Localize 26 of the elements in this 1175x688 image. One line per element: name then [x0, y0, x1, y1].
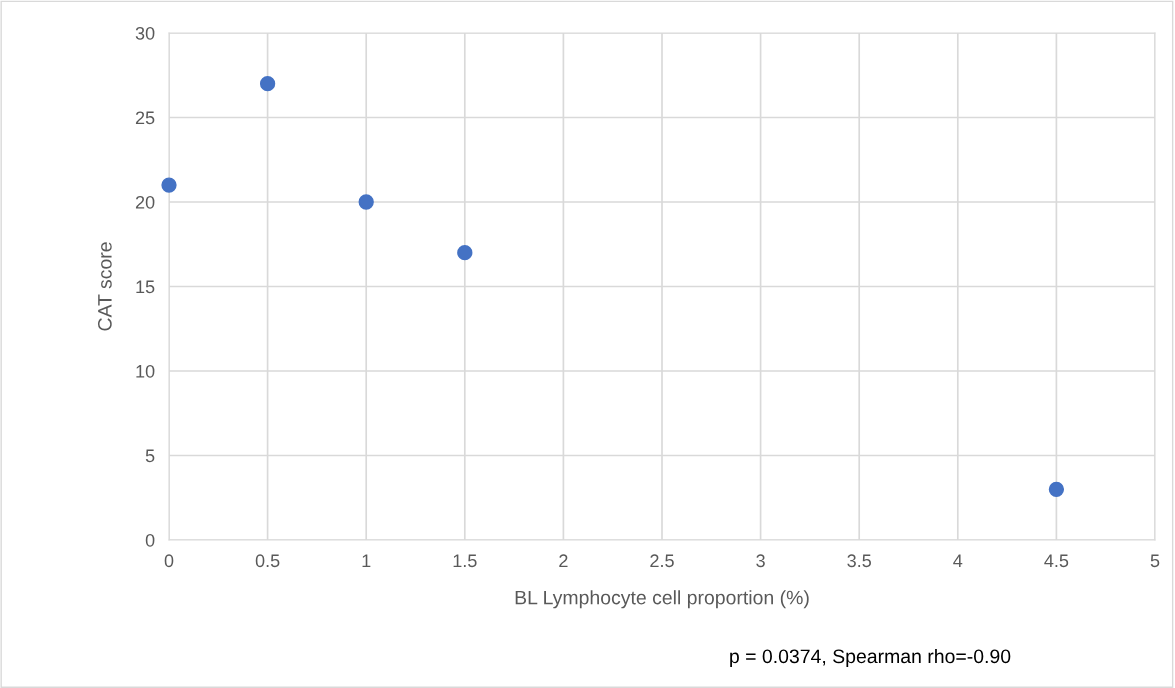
x-axis-title: BL Lymphocyte cell proportion (%) — [515, 590, 809, 609]
y-tick-label: 25 — [135, 111, 155, 125]
x-tick-label: 2.5 — [650, 554, 674, 568]
x-tick-label: 4.5 — [1044, 554, 1069, 568]
y-tick-label: 20 — [135, 195, 155, 209]
x-tick-label: 0.5 — [255, 554, 280, 568]
x-tick-label: 3 — [756, 554, 765, 568]
x-tick-label: 0 — [164, 554, 174, 568]
point — [457, 245, 473, 261]
y-tick-label: 0 — [145, 533, 155, 547]
x-tick-label: 1 — [362, 554, 371, 567]
y-tick-label: 10 — [136, 364, 155, 378]
y-tick-label: 5 — [145, 449, 155, 463]
x-tick-label: 4 — [953, 554, 963, 567]
y-axis-title: CAT score — [97, 242, 112, 331]
point — [1048, 481, 1065, 497]
text: p = 0.0374, Spearman rho=-0.90 — [730, 648, 1011, 668]
x-tick-label: 2 — [559, 554, 568, 567]
point — [161, 177, 177, 193]
y-tick-label: 15 — [136, 280, 155, 294]
y-tick-label: 30 — [135, 26, 155, 40]
x-tick-label: 5 — [1150, 554, 1160, 568]
point — [259, 76, 276, 92]
x-tick-label: 3.5 — [847, 554, 871, 568]
point — [358, 194, 374, 210]
x-tick-label: 1.5 — [453, 554, 477, 568]
